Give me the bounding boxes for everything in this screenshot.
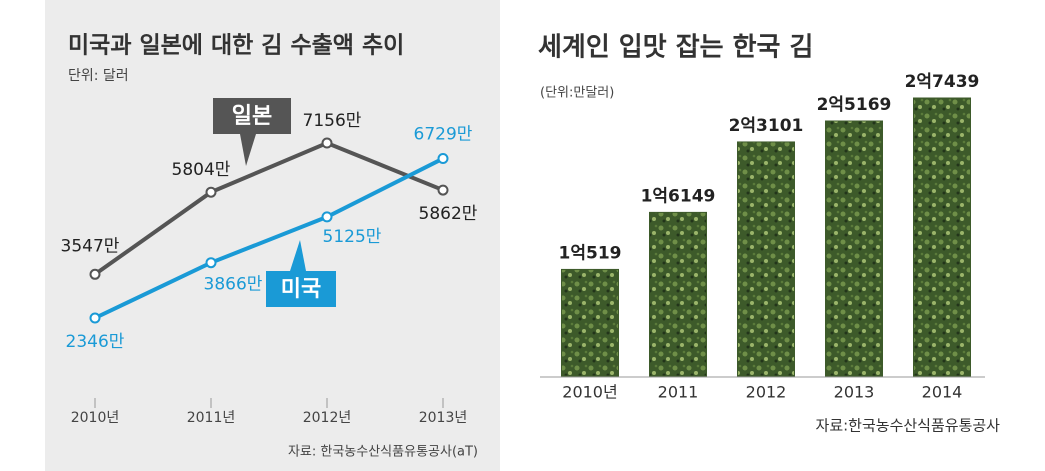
data-label: 5862만 [419,204,478,224]
chart-subtitle: (단위:만달러) [540,86,614,101]
x-tick-label: 2010년 [562,383,617,402]
source: 자료: 한국농수산식품유통공사(aT) [288,445,478,460]
legend-pointer [290,240,306,271]
legend-box [213,98,291,134]
point [205,257,217,269]
data-label: 2억5169 [817,95,892,115]
chart-title: 미국과 일본에 대한 김 수출액 추이 [68,33,404,59]
x-tick-label: 2012년 [303,410,352,426]
data-label: 3547만 [61,236,120,256]
bar [737,141,795,377]
bar [825,120,883,377]
x-tick-label: 2010년 [71,410,120,426]
series-line [94,156,444,320]
left-panel [45,0,500,471]
legend-box [266,271,336,307]
point [89,268,101,280]
point [437,153,449,165]
legend-pointer [240,134,256,166]
data-label: 6729만 [414,125,473,145]
x-tick-label: 2014 [922,383,963,402]
x-tick-label: 2013 [834,383,875,402]
source: 자료:한국농수산식품유통공사 [816,417,1001,435]
data-label: 5125만 [323,227,382,247]
data-label: 1억6149 [641,186,716,206]
data-label: 3866만 [204,275,263,295]
x-tick-label: 2013년 [419,410,468,426]
bar [649,211,707,377]
series-line [93,140,444,276]
chart-title: 세계인 입맛 잡는 한국 김 [538,33,813,63]
data-label: 7156만 [303,111,362,131]
data-label: 2억3101 [729,116,804,136]
point [321,137,333,149]
bar [561,268,619,377]
data-label: 2346만 [66,332,125,352]
legend-label: 일본 [232,104,272,129]
point [437,184,449,196]
x-tick-label: 2012 [746,383,787,402]
data-label: 2억7439 [905,72,980,92]
bar [913,97,971,377]
point [205,186,217,198]
x-tick-label: 2011 [658,383,699,402]
legend-label: 미국 [281,277,321,302]
data-label: 1억519 [559,243,622,263]
point [89,312,101,324]
chart-subtitle: 단위: 달러 [68,68,129,84]
data-label: 5804만 [172,160,231,180]
x-tick-label: 2011년 [187,410,236,426]
point [321,211,333,223]
